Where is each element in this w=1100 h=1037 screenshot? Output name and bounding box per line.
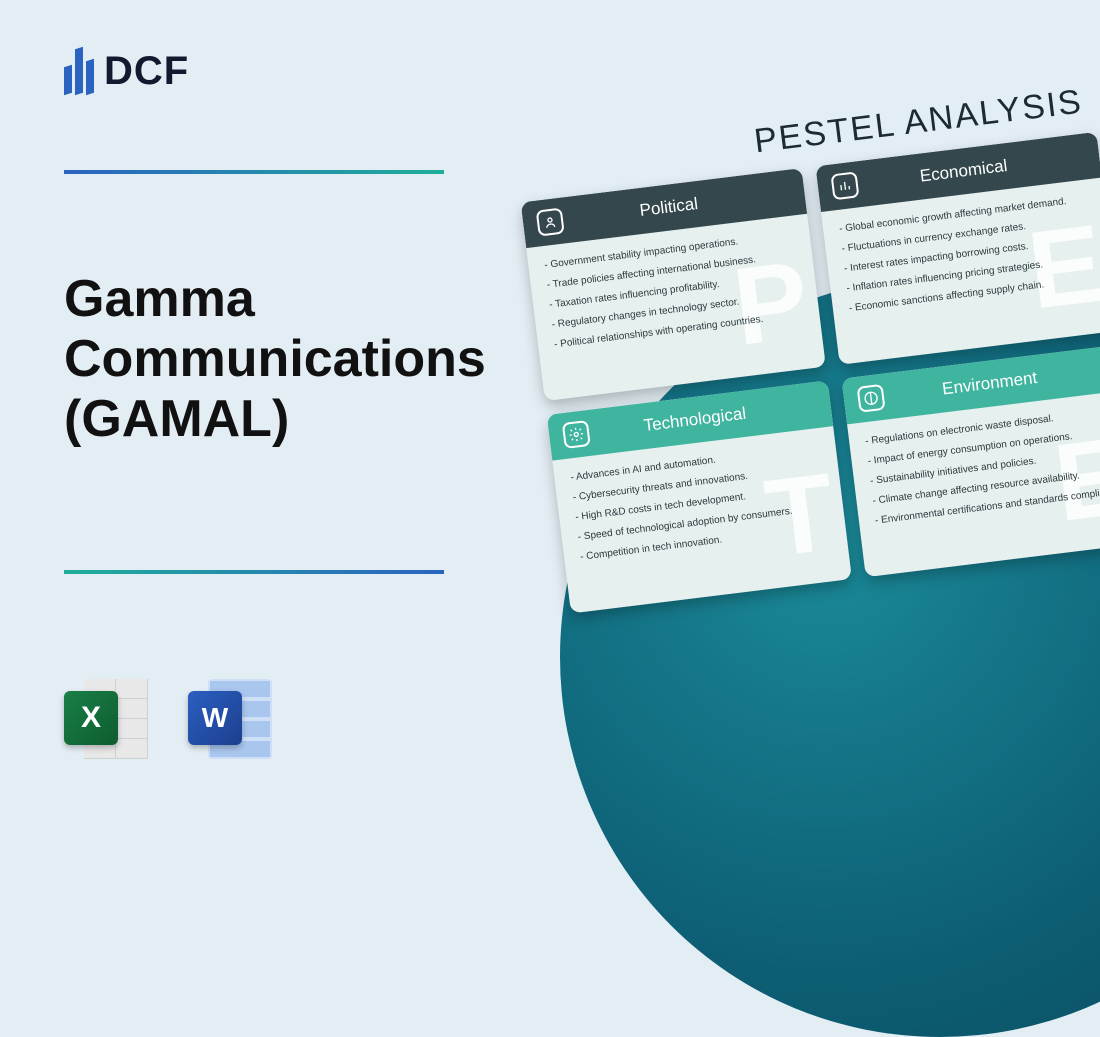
app-icons-row: X W [64,673,280,765]
pestel-card: Environment E Regulations on electronic … [841,344,1100,577]
divider-top [64,170,444,174]
page-title: GammaCommunications(GAMAL) [64,270,486,449]
card-header-icon [562,420,591,449]
logo-text: DCF [104,49,189,94]
pestel-panel: PESTEL ANALYSIS Political P Government s… [504,80,1100,615]
card-header-icon [857,384,886,413]
pestel-card: Technological T Advances in AI and autom… [547,380,852,613]
pestel-card: Economical E Global economic growth affe… [815,132,1100,365]
divider-bottom [64,570,444,574]
pestel-cards-grid: Political P Government stability impacti… [511,131,1100,615]
excel-letter: X [64,691,118,745]
word-letter: W [188,691,242,745]
logo-bars-icon [64,48,94,94]
excel-icon[interactable]: X [64,673,156,765]
card-header-icon [536,208,565,237]
word-icon[interactable]: W [188,673,280,765]
card-header-icon [831,171,860,200]
dcf-logo: DCF [64,48,189,94]
pestel-card: Political P Government stability impacti… [521,168,826,401]
